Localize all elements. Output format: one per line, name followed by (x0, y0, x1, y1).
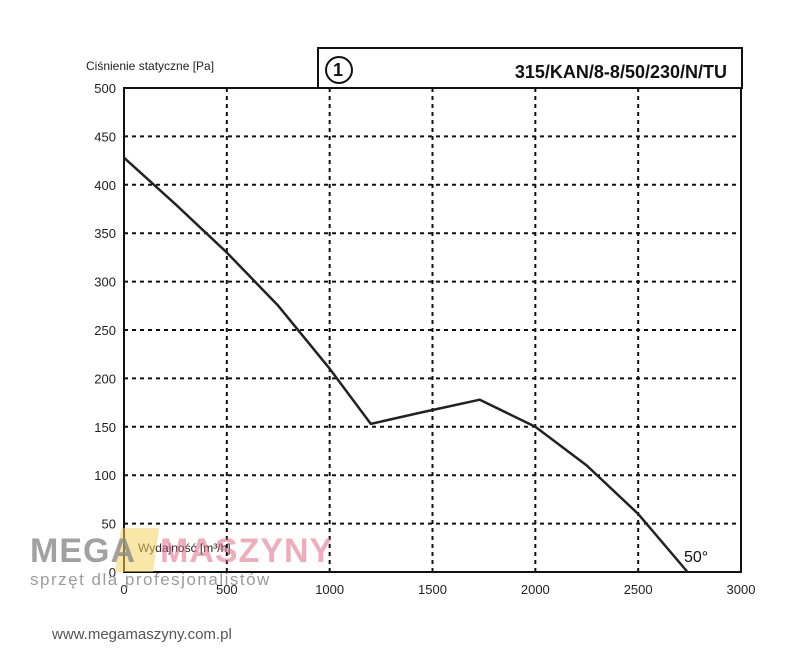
curve-number-circle (325, 56, 353, 84)
y-tick-label: 250 (94, 323, 116, 338)
y-tick-label: 400 (94, 178, 116, 193)
x-tick-label: 2000 (521, 582, 550, 597)
watermark-url: www.megamaszyny.com.pl (52, 626, 232, 643)
y-tick-label: 100 (94, 468, 116, 483)
y-tick-label: 500 (94, 81, 116, 96)
chart-title: 315/KAN/8-8/50/230/N/TU (515, 62, 727, 82)
grid (124, 88, 741, 572)
y-tick-label: 50 (102, 517, 116, 532)
x-tick-label: 0 (120, 582, 127, 597)
model-title-box (317, 47, 743, 89)
watermark-brand-left: MEGA (30, 532, 136, 570)
x-tick-label: 2500 (624, 582, 653, 597)
y-tick-label: 150 (94, 420, 116, 435)
x-axis-title: Wydajność [m³/h] (138, 541, 231, 555)
series-line (123, 156, 689, 573)
x-tick-label: 3000 (727, 582, 756, 597)
watermark-brand-right: MASZYNY (160, 532, 334, 570)
series-group (123, 156, 689, 573)
curve-number: 1 (333, 60, 343, 80)
y-tick-labels: 0 50 100 150 200 250 300 350 400 450 500 (94, 81, 116, 580)
y-tick-label: 300 (94, 275, 116, 290)
watermark-slogan: sprzęt dla profesjonalistów (30, 570, 271, 589)
x-tick-label: 1500 (418, 582, 447, 597)
y-tick-label: 350 (94, 226, 116, 241)
y-tick-label: 450 (94, 129, 116, 144)
x-tick-labels: 0 500 1000 1500 2000 2500 3000 (120, 582, 755, 597)
y-axis-title: Ciśnienie statyczne [Pa] (86, 59, 214, 73)
y-tick-label: 200 (94, 371, 116, 386)
x-tick-label: 500 (216, 582, 238, 597)
series-label: 50° (684, 549, 708, 566)
x-tick-label: 1000 (315, 582, 344, 597)
y-tick-label: 0 (109, 565, 116, 580)
